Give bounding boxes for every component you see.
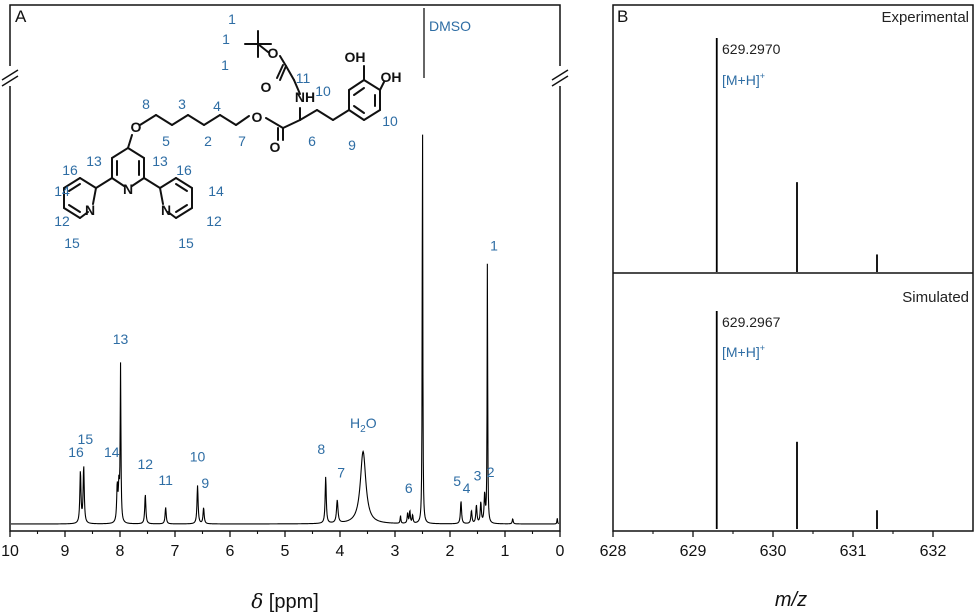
structure-number-label: 7 [238, 133, 246, 149]
nmr-peak-label: 10 [190, 448, 206, 464]
nmr-peak-label: 1 [490, 238, 498, 254]
nmr-x-tick-label: 5 [281, 543, 290, 560]
water-label: H2O [350, 415, 377, 435]
nmr-x-tick-label: 6 [226, 543, 235, 560]
nmr-peak-label: 2 [487, 464, 495, 480]
structure-atom-label: O [270, 139, 281, 155]
nmr-x-tick-label: 0 [556, 543, 565, 560]
nmr-x-tick-label: 3 [391, 543, 400, 560]
simulated-ion-sup: + [760, 343, 765, 353]
nmr-peak-label: 7 [337, 465, 345, 481]
ms-plot-frame [612, 4, 974, 532]
structure-bonds [63, 30, 385, 219]
nmr-x-tick-label: 2 [446, 543, 455, 560]
nmr-peak-label: 5 [453, 473, 461, 489]
experimental-title: Experimental [881, 9, 969, 26]
nmr-peak-label: 15 [78, 431, 94, 447]
structure-number-label: 3 [178, 96, 186, 112]
nmr-x-tick-label: 10 [1, 543, 19, 560]
structure-number-label: 15 [178, 235, 194, 251]
panel-b-letter: B [617, 7, 628, 26]
nmr-peak-label: 3 [474, 468, 482, 484]
structure-number-label: 15 [64, 235, 80, 251]
nmr-peak-label: 13 [113, 331, 129, 347]
nmr-x-tick-label: 9 [61, 543, 70, 560]
structure-atom-label: O [261, 79, 272, 95]
nmr-peak-label: 12 [138, 456, 154, 472]
nmr-peak-label: 4 [463, 480, 471, 496]
nmr-plot-frame [9, 4, 561, 532]
structure-number-label: 1 [228, 11, 236, 27]
nmr-x-axis-label: δ [ppm] [251, 589, 319, 613]
structure-number-label: 4 [213, 98, 221, 114]
structure-atom-label: NH [295, 89, 315, 105]
structure-atom-label: N [85, 202, 95, 218]
structure-number-label: 10 [382, 113, 398, 129]
nmr-peak-label: 14 [104, 444, 120, 460]
nmr-peak-label: 9 [201, 475, 209, 491]
nmr-spectrum-line [11, 134, 560, 525]
structure-number-label: 12 [54, 213, 70, 229]
structure-atom-label: N [123, 181, 133, 197]
simulated-ion-main: [M+H] [722, 344, 760, 360]
nmr-x-tick-label: 1 [501, 543, 510, 560]
ms-panel: B Experimental Simulated 629.2970 [M+H]+… [600, 4, 974, 611]
nmr-x-tick-label: 8 [116, 543, 125, 560]
ms-x-axis-label: m/z [775, 589, 807, 611]
water-label-subscript: 2 [360, 424, 366, 435]
water-label-o: O [366, 415, 377, 431]
simulated-mz-label: 629.2967 [722, 314, 781, 330]
structure-number-label: 12 [206, 213, 222, 229]
structure-number-label: 1 [222, 31, 230, 47]
delta-symbol: δ [251, 589, 263, 613]
experimental-mz-label: 629.2970 [722, 41, 781, 57]
structure-number-label: 1 [221, 57, 229, 73]
ms-x-tick-label: 628 [600, 543, 627, 560]
structure-atom-label: OH [381, 69, 402, 85]
ppm-unit: [ppm] [263, 591, 319, 613]
simulated-ion-label: [M+H]+ [722, 343, 765, 360]
nmr-peak-label: 11 [158, 472, 173, 488]
structure-number-label: 14 [208, 183, 224, 199]
structure-number-label: 13 [86, 153, 102, 169]
structure-number-label: 2 [204, 133, 212, 149]
structure-number-label: 6 [308, 133, 316, 149]
panel-a-letter: A [15, 7, 27, 26]
experimental-ion-label: [M+H]+ [722, 71, 765, 88]
structure-atom-label: N [161, 202, 171, 218]
structure-number-label: 16 [176, 162, 192, 178]
structure-number-label: 11 [296, 70, 311, 86]
structure-number-label: 5 [162, 133, 170, 149]
water-label-h: H [350, 415, 360, 431]
nmr-peak-label: 6 [405, 480, 413, 496]
structure-number-label: 9 [348, 137, 356, 153]
nmr-peak-label: 16 [68, 444, 84, 460]
structure-atom-label: O [131, 119, 142, 135]
ms-x-tick-label: 630 [760, 543, 787, 560]
dmso-label: DMSO [429, 18, 471, 34]
experimental-ion-main: [M+H] [722, 72, 760, 88]
nmr-x-tick-label: 7 [171, 543, 180, 560]
axis-break-left [1, 66, 20, 87]
nmr-peak-label: 8 [317, 441, 325, 457]
structure-number-label: 10 [315, 83, 331, 99]
ms-x-tick-label: 631 [840, 543, 867, 560]
nmr-x-tick-label: 4 [336, 543, 345, 560]
structure-atom-label: O [252, 109, 263, 125]
structure-atom-label: O [268, 45, 279, 61]
structure-number-label: 13 [152, 153, 168, 169]
simulated-title: Simulated [902, 289, 969, 306]
ms-x-tick-label: 632 [920, 543, 947, 560]
structure-number-label: 16 [62, 162, 78, 178]
structure-number-label: 8 [142, 96, 150, 112]
axis-break-right [551, 66, 570, 87]
structure-number-label: 14 [54, 183, 70, 199]
experimental-ion-sup: + [760, 71, 765, 81]
structure-atom-label: OH [345, 49, 366, 65]
ms-x-tick-label: 629 [680, 543, 707, 560]
